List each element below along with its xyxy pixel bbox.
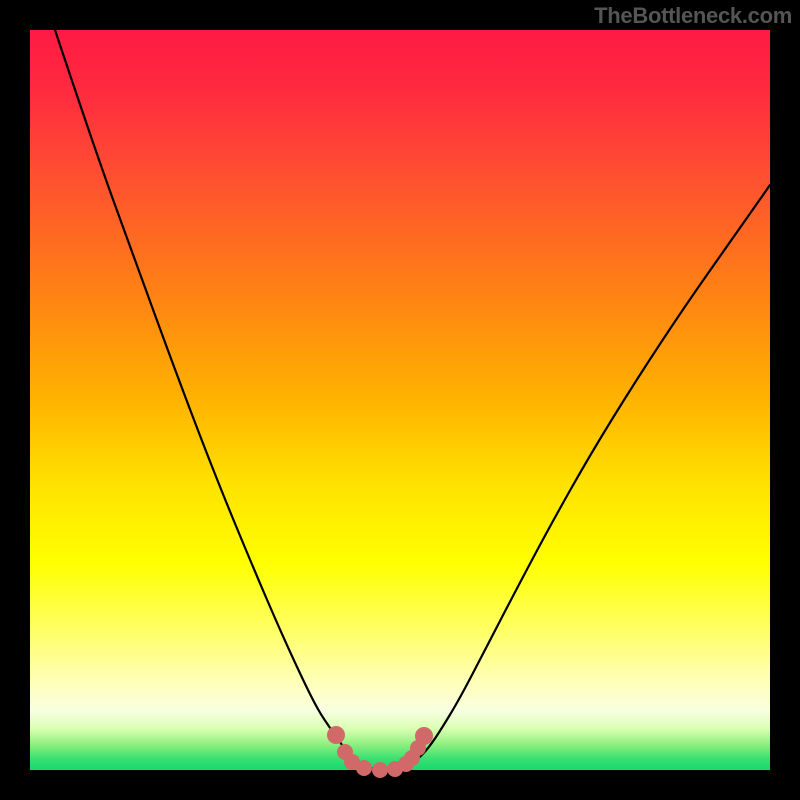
curve-marker	[415, 727, 433, 745]
curve-marker	[356, 760, 372, 776]
watermark-text: TheBottleneck.com	[594, 3, 792, 29]
curve-marker	[327, 726, 345, 744]
plot-background	[30, 30, 770, 770]
bottleneck-chart	[0, 0, 800, 800]
curve-marker	[372, 762, 388, 778]
